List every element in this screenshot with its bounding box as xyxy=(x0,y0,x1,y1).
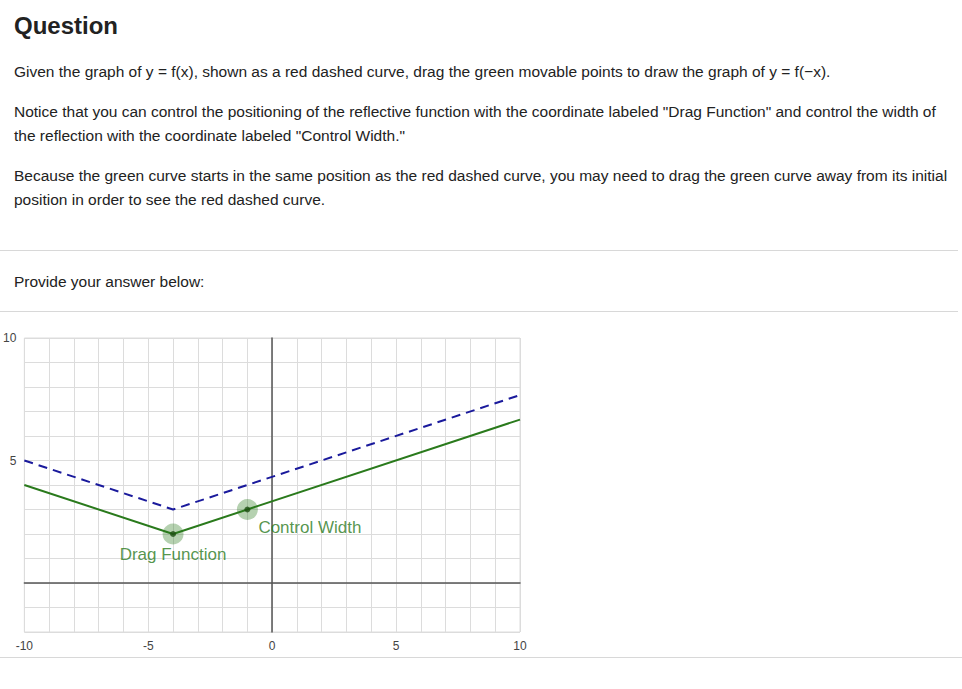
html-text:Because the green curve starts: Because the green curve starts in the sa… xyxy=(14,167,948,208)
html-text:Notice that you can control th: Notice that you can control the position… xyxy=(14,103,936,144)
svg-text:10: 10 xyxy=(513,639,527,653)
html-text:Provide your answer below:: Provide your answer below: xyxy=(14,273,205,290)
svg-text:Control Width: Control Width xyxy=(258,518,361,537)
svg-text:-5: -5 xyxy=(143,639,154,653)
svg-text:5: 5 xyxy=(10,454,17,468)
svg-text:10: 10 xyxy=(3,331,17,345)
svg-text:-10: -10 xyxy=(16,639,34,653)
svg-text:Drag Function: Drag Function xyxy=(120,545,227,564)
html-text:Question: Question xyxy=(14,12,118,39)
svg-text:0: 0 xyxy=(269,639,276,653)
svg-text:5: 5 xyxy=(393,639,400,653)
html-text:Given the graph of y = f(x), s: Given the graph of y = f(x), shown as a … xyxy=(14,63,831,80)
